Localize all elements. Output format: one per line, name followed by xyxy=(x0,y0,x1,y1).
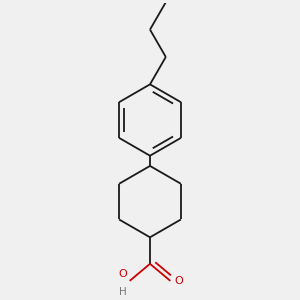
Text: H: H xyxy=(119,287,127,297)
Text: O: O xyxy=(174,276,183,286)
Text: O: O xyxy=(118,269,127,279)
